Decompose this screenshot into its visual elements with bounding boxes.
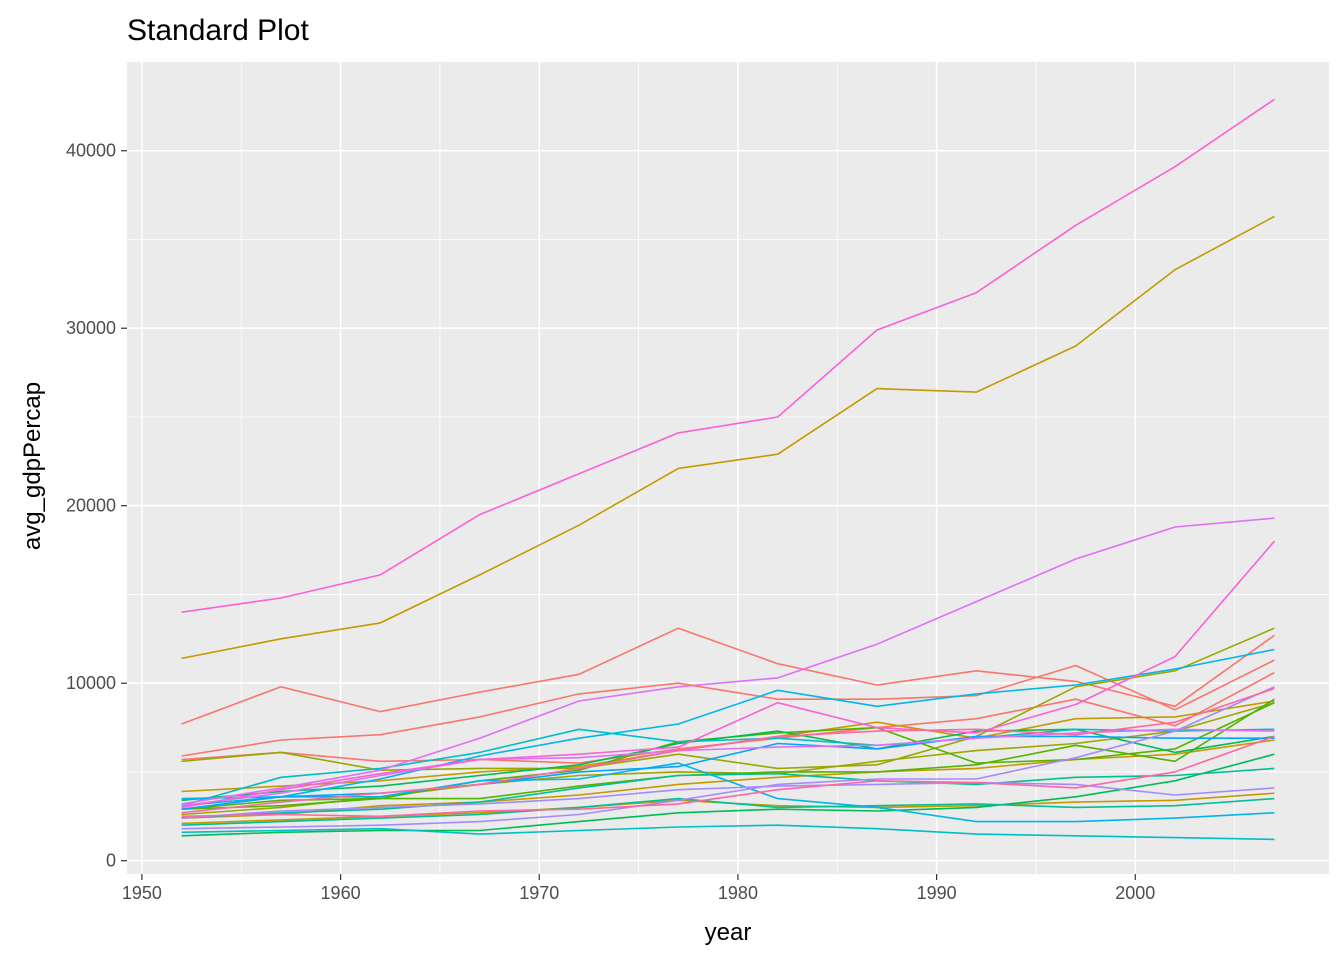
series-line <box>181 648 1275 807</box>
x-axis: 1950 1960 1970 1980 1990 2000 <box>122 874 1155 903</box>
grid-lines <box>127 62 1329 874</box>
series-line <box>181 686 1275 830</box>
series-line <box>181 540 1276 809</box>
plot-panel <box>127 62 1329 874</box>
series-line <box>181 687 1275 814</box>
x-tick-label: 1950 <box>122 883 162 903</box>
x-tick-label: 2000 <box>1115 883 1155 903</box>
y-tick-label: 30000 <box>66 318 116 338</box>
x-tick-label: 1980 <box>718 883 758 903</box>
series-line <box>181 824 1275 841</box>
series-line <box>181 753 1275 837</box>
y-tick-label: 40000 <box>66 141 116 161</box>
series-line <box>181 627 1275 725</box>
x-tick-label: 1990 <box>917 883 957 903</box>
series-line <box>181 698 1275 810</box>
y-tick-label: 20000 <box>66 496 116 516</box>
y-tick-label: 0 <box>106 851 116 871</box>
series-line <box>181 781 1275 819</box>
series-line <box>181 797 1275 826</box>
series-line <box>181 215 1275 660</box>
chart-title: Standard Plot <box>127 14 309 47</box>
x-tick-label: 1970 <box>519 883 559 903</box>
series-line <box>181 767 1275 819</box>
y-axis: 0 10000 20000 30000 40000 <box>66 141 127 871</box>
series-line <box>181 762 1275 823</box>
series-line <box>181 728 1275 807</box>
series-line <box>181 659 1275 757</box>
x-tick-label: 1960 <box>321 883 361 903</box>
y-tick-label: 10000 <box>66 673 116 693</box>
series-line <box>181 735 1275 810</box>
series-lines <box>181 98 1276 841</box>
series-line <box>181 735 1275 818</box>
x-axis-title: year <box>705 919 752 946</box>
series-line <box>181 98 1275 613</box>
series-line <box>181 627 1275 772</box>
series-line <box>181 517 1275 805</box>
y-axis-title: avg_gdpPercap <box>19 382 46 550</box>
